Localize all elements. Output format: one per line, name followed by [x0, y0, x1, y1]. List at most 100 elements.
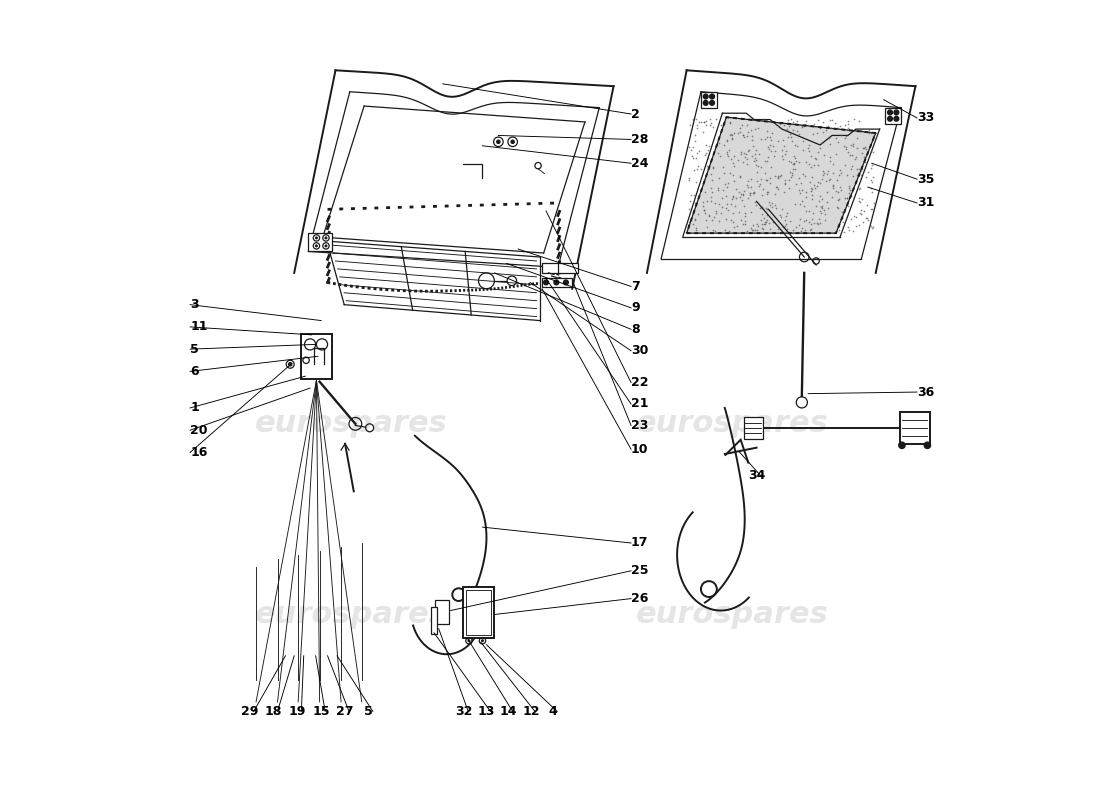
Text: 9: 9 — [631, 302, 640, 314]
Point — [682, 188, 700, 201]
Point — [686, 197, 704, 210]
Point — [844, 170, 861, 182]
Point — [815, 203, 833, 216]
Point — [798, 186, 815, 198]
Point — [722, 152, 739, 165]
Point — [830, 164, 848, 177]
Point — [845, 139, 862, 152]
Point — [822, 138, 839, 150]
Point — [688, 197, 705, 210]
Point — [784, 162, 802, 175]
Point — [718, 181, 736, 194]
Point — [788, 155, 805, 168]
Point — [752, 214, 770, 226]
Point — [855, 141, 872, 154]
Point — [681, 195, 698, 208]
Point — [725, 206, 742, 219]
Point — [754, 207, 771, 220]
Point — [686, 129, 704, 142]
Point — [722, 128, 739, 141]
Point — [851, 169, 869, 182]
Point — [840, 187, 858, 200]
Point — [741, 186, 759, 199]
Point — [711, 136, 728, 149]
Point — [739, 130, 757, 142]
Point — [710, 184, 727, 197]
Point — [813, 200, 830, 213]
Point — [798, 156, 815, 169]
Point — [769, 134, 786, 147]
Point — [861, 220, 879, 233]
Point — [805, 216, 823, 229]
Point — [784, 124, 802, 137]
Point — [744, 134, 761, 146]
Point — [762, 144, 780, 157]
Point — [727, 182, 745, 195]
Point — [803, 189, 821, 202]
Point — [741, 222, 759, 234]
Point — [737, 148, 755, 161]
Point — [813, 202, 830, 215]
Point — [696, 186, 714, 198]
Point — [715, 166, 733, 179]
Point — [848, 132, 866, 145]
Point — [851, 165, 869, 178]
Point — [782, 171, 800, 184]
Point — [714, 191, 732, 204]
Point — [862, 162, 880, 174]
Point — [823, 190, 840, 203]
Point — [820, 119, 837, 132]
Point — [715, 118, 733, 130]
Text: 24: 24 — [631, 157, 649, 170]
Point — [796, 190, 814, 203]
Point — [747, 199, 764, 212]
Point — [864, 159, 881, 172]
Point — [769, 222, 786, 235]
Point — [696, 173, 714, 186]
Point — [813, 193, 830, 206]
Point — [855, 216, 872, 229]
Point — [833, 212, 850, 225]
Point — [815, 166, 833, 179]
Text: 10: 10 — [631, 442, 649, 456]
Point — [724, 133, 741, 146]
Circle shape — [482, 640, 483, 642]
Point — [760, 195, 778, 208]
Point — [742, 206, 760, 218]
Circle shape — [899, 442, 905, 449]
Point — [838, 192, 856, 205]
Point — [836, 159, 854, 172]
Point — [741, 188, 759, 201]
Point — [782, 113, 800, 126]
Point — [761, 131, 779, 144]
Point — [749, 166, 767, 178]
Point — [736, 151, 754, 164]
Point — [776, 176, 793, 189]
Point — [755, 212, 772, 225]
Bar — [431, 606, 437, 634]
Point — [757, 174, 774, 186]
Point — [791, 198, 808, 210]
Point — [744, 150, 761, 162]
Point — [782, 155, 800, 168]
Point — [725, 159, 742, 172]
Point — [813, 172, 830, 185]
Point — [720, 225, 738, 238]
Point — [827, 147, 845, 160]
Point — [802, 222, 820, 235]
Point — [739, 174, 757, 187]
Point — [683, 150, 701, 162]
Circle shape — [543, 280, 549, 285]
Point — [773, 149, 791, 162]
Point — [790, 184, 807, 197]
Point — [745, 187, 762, 200]
Point — [746, 147, 763, 160]
Point — [844, 160, 861, 173]
Point — [839, 122, 857, 134]
Point — [834, 206, 851, 218]
Point — [833, 184, 850, 197]
Point — [845, 138, 862, 150]
Point — [851, 206, 869, 219]
Circle shape — [554, 280, 559, 285]
Point — [785, 150, 803, 162]
